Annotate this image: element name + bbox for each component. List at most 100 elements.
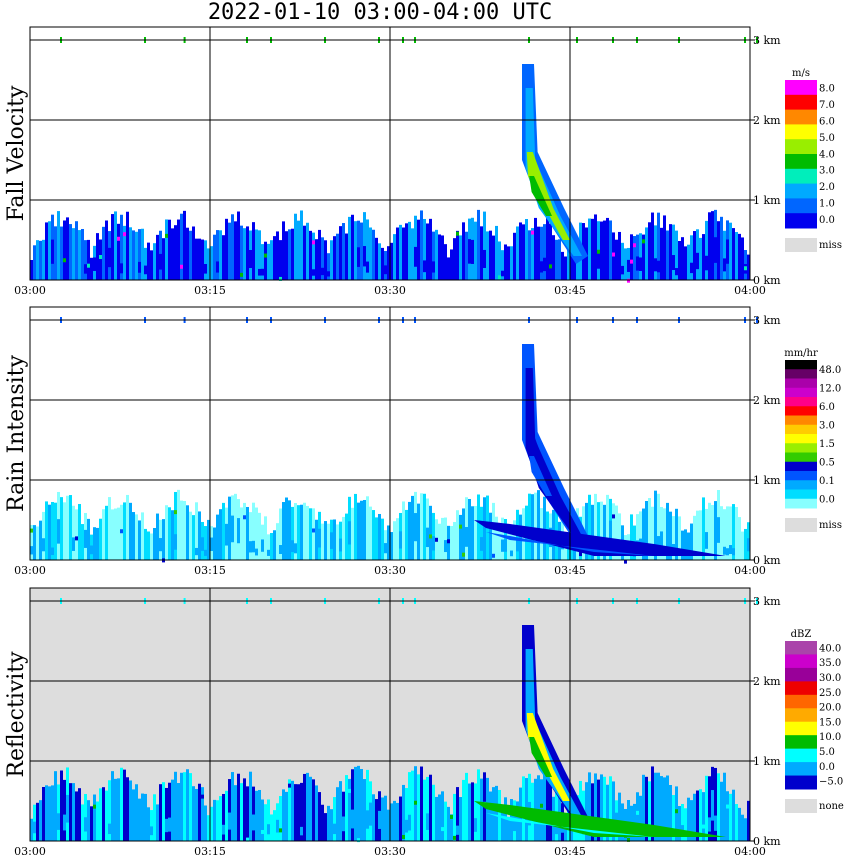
echo-column <box>381 797 384 841</box>
echo-column <box>240 507 243 560</box>
echo-column <box>639 511 642 560</box>
echo-core <box>54 812 57 830</box>
colorbar-swatch <box>785 397 817 407</box>
echo-column <box>456 787 459 841</box>
echo-column <box>435 796 438 841</box>
echo-column <box>690 523 693 560</box>
height-tick-label: 1 km <box>753 755 781 768</box>
echo-column <box>276 231 279 280</box>
fall-streak <box>526 432 570 520</box>
echo-core <box>489 821 492 834</box>
echo-column <box>351 214 354 280</box>
echo-speck <box>498 275 501 280</box>
echo-core <box>564 274 567 278</box>
echo-column <box>336 233 339 280</box>
echo-column <box>231 772 234 841</box>
echo-column <box>153 527 156 560</box>
echo-column <box>123 225 126 280</box>
echo-column <box>33 525 36 560</box>
echo-column <box>642 774 645 841</box>
echo-column <box>261 799 264 841</box>
echo-column <box>321 237 324 280</box>
echo-column <box>192 515 195 560</box>
echo-core <box>474 818 477 832</box>
echo-core <box>462 250 465 269</box>
echo-column <box>555 239 558 280</box>
echo-column <box>546 217 549 280</box>
echo-speck <box>435 537 438 542</box>
echo-column <box>201 787 204 841</box>
echo-column <box>717 773 720 841</box>
echo-core <box>714 815 717 831</box>
echo-core <box>150 826 153 836</box>
colorbar-swatch <box>785 154 817 170</box>
echo-core <box>729 545 732 555</box>
echo-core <box>174 534 177 550</box>
echo-column <box>192 786 195 841</box>
echo-column <box>165 505 168 560</box>
echo-column <box>234 785 237 841</box>
echo-core <box>249 541 252 553</box>
echo-core <box>39 532 42 550</box>
echo-column <box>195 238 198 280</box>
echo-column <box>672 224 675 280</box>
echo-column <box>240 225 243 280</box>
fall-streak <box>526 152 570 240</box>
echo-core <box>267 549 270 556</box>
echo-column <box>570 251 573 280</box>
echo-column <box>303 502 306 560</box>
echo-column <box>42 239 45 280</box>
echo-core <box>456 265 459 275</box>
echo-speck <box>441 827 444 832</box>
x-tick-label: 03:45 <box>554 284 586 297</box>
echo-column <box>222 793 225 841</box>
echo-core <box>216 261 219 273</box>
echo-column <box>219 509 222 560</box>
echo-column <box>675 786 678 841</box>
echo-core <box>204 549 207 556</box>
echo-core <box>723 802 726 826</box>
echo-column <box>573 244 576 280</box>
colorbar-swatch <box>785 654 817 669</box>
echo-core <box>690 262 693 274</box>
echo-column <box>195 502 198 560</box>
echo-core <box>42 538 45 552</box>
echo-core <box>345 270 348 277</box>
echo-speck <box>117 236 120 241</box>
echo-core <box>492 250 495 269</box>
colorbar-label: 0.0 <box>819 762 835 773</box>
echo-column <box>420 766 423 841</box>
colorbar-swatch <box>785 168 817 185</box>
echo-column <box>237 773 240 841</box>
echo-core <box>501 270 504 277</box>
echo-core <box>252 814 255 831</box>
echo-core <box>630 265 633 275</box>
echo-core <box>669 532 672 549</box>
echo-column <box>105 790 108 841</box>
echo-column <box>72 783 75 841</box>
echo-column <box>537 490 540 560</box>
echo-core <box>159 538 162 552</box>
echo-column <box>297 505 300 560</box>
echo-column <box>597 502 600 560</box>
echo-column <box>102 509 105 560</box>
echo-column <box>618 513 621 560</box>
echo-core <box>432 536 435 551</box>
echo-column <box>243 778 246 841</box>
echo-column <box>474 221 477 280</box>
echo-column <box>156 234 159 280</box>
echo-speck <box>702 824 705 829</box>
echo-column <box>483 497 486 560</box>
echo-column <box>546 776 549 841</box>
echo-core <box>609 520 612 545</box>
echo-column <box>282 789 285 841</box>
echo-column <box>342 791 345 841</box>
echo-core <box>261 831 264 838</box>
echo-core <box>405 819 408 833</box>
echo-column <box>87 800 90 841</box>
echo-column <box>441 791 444 841</box>
echo-core <box>696 252 699 270</box>
echo-column <box>78 788 81 841</box>
echo-column <box>252 502 255 560</box>
echo-column <box>693 515 696 560</box>
